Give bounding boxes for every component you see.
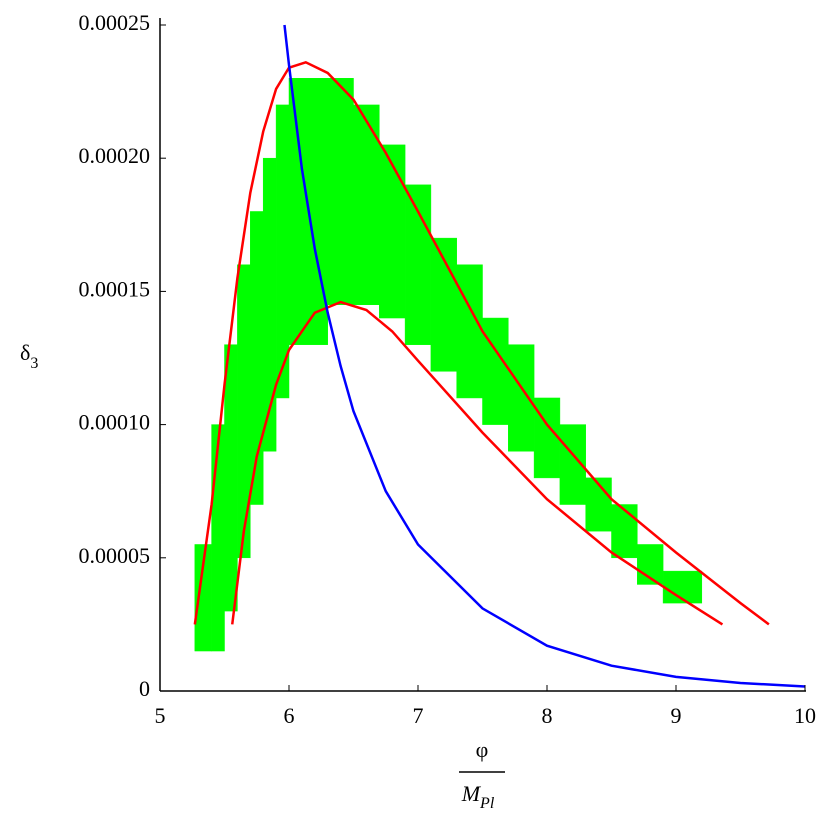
- region-block: [237, 264, 251, 559]
- curve: [230, 300, 724, 626]
- region-block: [611, 504, 638, 559]
- y-tick-label: 0.00015: [79, 276, 151, 301]
- curve: [283, 24, 806, 688]
- region-block: [404, 184, 432, 345]
- region-block: [508, 344, 535, 452]
- x-label-denominator: MPl: [461, 781, 495, 812]
- x-label-sub: Pl: [479, 795, 495, 812]
- region-block: [327, 78, 354, 305]
- region-block: [353, 104, 380, 305]
- x-tick-label: 8: [542, 703, 553, 728]
- region-block: [559, 424, 586, 505]
- y-tick-label: 0.00020: [79, 143, 151, 168]
- y-axis-label: δ3: [20, 340, 38, 372]
- x-tick-label: 10: [794, 703, 816, 728]
- x-label-m: M: [461, 781, 482, 806]
- region-block: [482, 317, 509, 425]
- x-tick-label: 5: [155, 703, 166, 728]
- region-block: [224, 344, 238, 612]
- curve: [193, 60, 770, 626]
- region-block: [585, 477, 612, 532]
- x-tick-label: 7: [413, 703, 424, 728]
- y-tick-label: 0.00010: [79, 410, 151, 435]
- x-tick-label: 9: [671, 703, 682, 728]
- region-block: [211, 424, 225, 652]
- y-label-sub: 3: [30, 355, 38, 372]
- y-tick-label: 0: [139, 676, 150, 701]
- y-label-main: δ: [20, 340, 30, 365]
- x-label-numerator: φ: [476, 737, 489, 762]
- y-tick-label: 0.00025: [79, 10, 151, 35]
- y-tick-label: 0.00005: [79, 543, 151, 568]
- plot-area: [193, 24, 806, 688]
- x-tick-label: 6: [284, 703, 295, 728]
- region-block: [379, 144, 406, 319]
- region-block: [456, 264, 483, 399]
